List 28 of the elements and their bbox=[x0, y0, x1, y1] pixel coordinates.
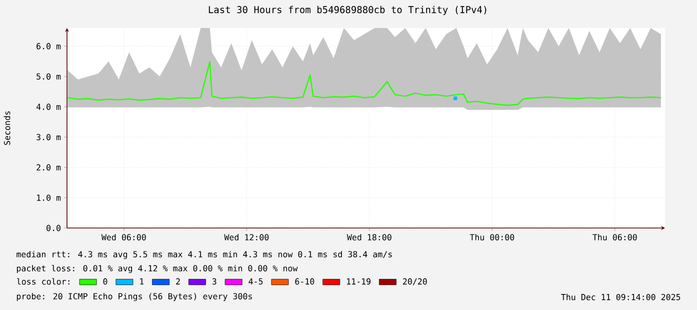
y-tick-label: 1.0 m bbox=[37, 194, 61, 201]
text: probe: 20 ICMP Echo Pings (56 Bytes) every 300s bbox=[16, 292, 252, 302]
x-tick-label: Wed 12:00 bbox=[224, 234, 269, 240]
legend-label: 20/20 bbox=[403, 278, 427, 286]
x-tick-label: Thu 06:00 bbox=[592, 234, 637, 240]
line-series bbox=[67, 61, 662, 106]
y-tick-label: 3.0 m bbox=[36, 134, 61, 140]
legend-label: 11-19 bbox=[347, 278, 370, 285]
y-tick-label: 6.0 m bbox=[36, 43, 61, 50]
x-tick-label: Wed 06:00 bbox=[101, 234, 146, 240]
legend-label: 3 bbox=[212, 278, 216, 285]
x-tick-label: Thu 00:00 bbox=[470, 234, 514, 240]
x-tick-label: Wed 18:00 bbox=[346, 234, 392, 240]
legend-label: 0 bbox=[103, 278, 108, 285]
y-axis-title: Seconds bbox=[4, 111, 10, 145]
legend-label: 4-5 bbox=[248, 278, 263, 285]
legend-label: 2 bbox=[176, 278, 180, 284]
y-tick-label: 0.0 bbox=[46, 224, 60, 232]
text: Thu Dec 11 09:14:00 2025 bbox=[561, 294, 680, 300]
legend-label: 1 bbox=[140, 278, 144, 284]
chart-title: Last 30 Hours from b549689880cb to Trinity (IPv4) bbox=[208, 6, 486, 16]
y-tick-label: 4.0 m bbox=[36, 104, 61, 110]
y-tick-label: 2.0 m bbox=[36, 164, 61, 171]
text: packet loss: 0.01 % avg 4.12 % max 0.00 % min 0.00 % now bbox=[16, 264, 298, 274]
y-tick-label: 5.0 m bbox=[36, 73, 61, 80]
text: median rtt: 4.3 ms avg 5.5 ms max 4.1 ms min 4.3 ms now 0.1 ms sd 38.4 am/s bbox=[16, 250, 392, 260]
legend-label: 6-10 bbox=[295, 278, 314, 285]
legend-title: loss color: bbox=[17, 278, 70, 285]
